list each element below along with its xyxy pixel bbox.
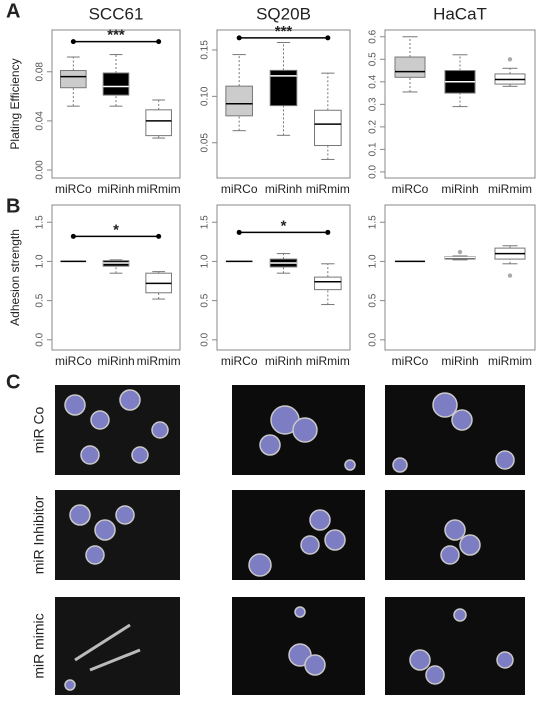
y-tick-label: 0.05 xyxy=(200,133,211,153)
plot-frame xyxy=(216,204,351,351)
x-tick-label: miRmim xyxy=(306,354,350,368)
x-tick-label: miRmim xyxy=(137,354,181,368)
x-tick-label: miRmim xyxy=(488,182,532,196)
x-tick-label: miRinh xyxy=(97,182,134,196)
y-axis-label: Adhesion strength xyxy=(8,229,22,326)
significance-end xyxy=(70,39,76,45)
x-tick-label: miRinh xyxy=(97,354,134,368)
y-axis-label: Plating Efficiency xyxy=(8,58,22,149)
y-tick-label: 1.0 xyxy=(368,254,379,268)
significance-end xyxy=(236,229,242,235)
x-tick-label: miRinh xyxy=(441,354,478,368)
significance-label: * xyxy=(281,217,287,234)
x-tick-label: miRmim xyxy=(488,354,532,368)
y-tick-label: 1.5 xyxy=(35,215,46,229)
significance-end xyxy=(236,35,242,41)
image-row-label: miR Co xyxy=(31,406,47,453)
box xyxy=(60,70,87,89)
image-row-label: miR Inhibitor xyxy=(31,495,47,574)
y-tick-label: 0.0 xyxy=(368,165,379,179)
y-tick-label: 0.15 xyxy=(200,40,211,60)
significance-label: * xyxy=(113,221,119,238)
y-tick-label: 0.00 xyxy=(35,160,46,180)
x-tick-label: miRinh xyxy=(441,182,478,196)
significance-end xyxy=(325,35,331,41)
x-tick-label: miRCo xyxy=(221,182,258,196)
x-tick-label: miRCo xyxy=(55,182,92,196)
x-tick-label: miRinh xyxy=(265,354,302,368)
y-tick-label: 1.0 xyxy=(35,254,46,268)
chart-title: SQ20B xyxy=(256,4,311,23)
y-tick-label: 0.4 xyxy=(368,74,379,88)
outlier xyxy=(507,57,513,62)
y-tick-label: 1.5 xyxy=(368,215,379,229)
y-tick-label: 0.5 xyxy=(368,52,379,66)
significance-end xyxy=(156,233,162,239)
box xyxy=(314,276,342,291)
x-tick-label: miRCo xyxy=(221,354,258,368)
x-tick-label: miRmim xyxy=(137,182,181,196)
plot-frame xyxy=(216,29,351,179)
significance-label: *** xyxy=(275,23,293,40)
x-tick-label: miRCo xyxy=(55,354,92,368)
y-tick-label: 0.10 xyxy=(200,86,211,106)
box xyxy=(314,109,342,147)
significance-end xyxy=(325,229,331,235)
outlier xyxy=(457,249,463,255)
y-tick-label: 0.3 xyxy=(368,97,379,111)
y-tick-label: 0.5 xyxy=(200,293,211,307)
plot-frame xyxy=(384,29,536,179)
y-tick-label: 0.1 xyxy=(368,142,379,156)
y-tick-label: 1.0 xyxy=(200,254,211,268)
plot-frame xyxy=(51,204,181,351)
y-tick-label: 1.5 xyxy=(200,215,211,229)
y-tick-label: 0.04 xyxy=(35,111,46,131)
significance-label: *** xyxy=(107,27,125,44)
significance-end xyxy=(70,233,76,239)
x-tick-label: miRCo xyxy=(392,182,429,196)
chart-title: SCC61 xyxy=(89,4,144,23)
x-tick-label: miRmim xyxy=(306,182,350,196)
x-tick-label: miRCo xyxy=(392,354,429,368)
chart-title: HaCaT xyxy=(433,4,487,23)
y-tick-label: 0.2 xyxy=(368,119,379,133)
y-tick-label: 0.5 xyxy=(368,293,379,307)
outlier xyxy=(507,273,513,278)
box xyxy=(102,72,130,96)
panel-label: B xyxy=(6,195,20,217)
box xyxy=(394,56,426,78)
y-tick-label: 0.0 xyxy=(35,332,46,346)
significance-end xyxy=(156,39,162,45)
y-tick-label: 0.5 xyxy=(35,293,46,307)
x-tick-label: miRinh xyxy=(265,182,302,196)
plot-frame xyxy=(384,204,536,351)
panel-label: A xyxy=(6,0,20,22)
micrographs xyxy=(55,385,525,695)
box xyxy=(225,85,253,117)
plot-frame xyxy=(51,29,181,179)
panel-label: C xyxy=(6,371,20,393)
box xyxy=(145,109,172,137)
y-tick-label: 0.0 xyxy=(200,332,211,346)
image-row-label: miR mimic xyxy=(31,613,47,678)
y-tick-label: 0.0 xyxy=(368,332,379,346)
y-tick-label: 0.08 xyxy=(35,62,46,82)
y-tick-label: 0.6 xyxy=(368,29,379,43)
